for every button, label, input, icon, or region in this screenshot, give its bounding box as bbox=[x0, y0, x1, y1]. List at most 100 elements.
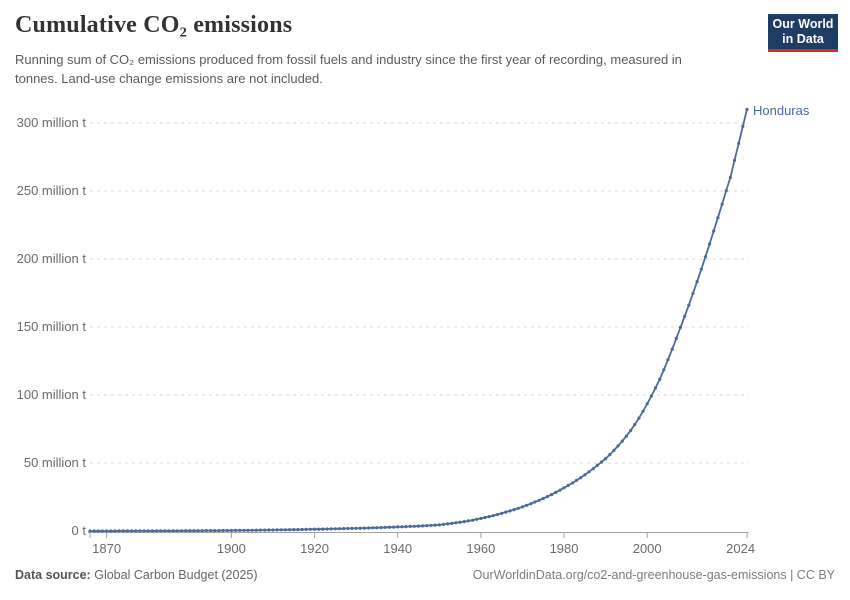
data-point[interactable] bbox=[254, 528, 258, 532]
data-point[interactable] bbox=[583, 473, 587, 477]
data-point[interactable] bbox=[154, 529, 159, 533]
data-point[interactable] bbox=[321, 527, 325, 531]
data-point[interactable] bbox=[196, 529, 200, 533]
data-point[interactable] bbox=[125, 529, 129, 533]
data-point[interactable] bbox=[545, 495, 550, 499]
data-point[interactable] bbox=[242, 528, 246, 532]
data-point[interactable] bbox=[716, 216, 720, 220]
data-point[interactable] bbox=[300, 527, 304, 532]
data-point[interactable] bbox=[105, 529, 109, 533]
data-point[interactable] bbox=[454, 521, 458, 525]
data-point[interactable] bbox=[246, 528, 250, 532]
data-point[interactable] bbox=[296, 528, 300, 532]
data-point[interactable] bbox=[691, 291, 695, 296]
data-point[interactable] bbox=[184, 529, 188, 533]
data-point[interactable] bbox=[134, 529, 138, 533]
data-point[interactable] bbox=[649, 394, 654, 398]
data-point[interactable] bbox=[699, 267, 703, 271]
data-point[interactable] bbox=[479, 516, 483, 521]
data-point[interactable] bbox=[325, 527, 329, 531]
data-point[interactable] bbox=[400, 525, 404, 529]
data-point[interactable] bbox=[533, 500, 537, 504]
data-point[interactable] bbox=[741, 124, 745, 128]
data-point[interactable] bbox=[599, 460, 604, 464]
data-point[interactable] bbox=[529, 502, 533, 506]
data-point[interactable] bbox=[495, 512, 500, 517]
data-point[interactable] bbox=[441, 522, 445, 527]
data-point[interactable] bbox=[658, 377, 662, 381]
data-point[interactable] bbox=[429, 523, 433, 528]
data-point[interactable] bbox=[629, 429, 633, 433]
data-point[interactable] bbox=[200, 529, 204, 533]
data-point[interactable] bbox=[229, 528, 233, 533]
data-point[interactable] bbox=[645, 402, 649, 406]
data-point[interactable] bbox=[570, 481, 575, 485]
data-point[interactable] bbox=[342, 527, 346, 531]
data-point[interactable] bbox=[167, 529, 171, 533]
data-point[interactable] bbox=[387, 525, 391, 529]
data-point[interactable] bbox=[171, 529, 175, 533]
data-point[interactable] bbox=[371, 526, 375, 530]
data-point[interactable] bbox=[508, 509, 512, 513]
data-point[interactable] bbox=[624, 434, 629, 438]
data-point[interactable] bbox=[446, 522, 450, 526]
data-point[interactable] bbox=[466, 519, 470, 523]
data-point[interactable] bbox=[209, 529, 213, 533]
data-point[interactable] bbox=[683, 314, 687, 318]
data-point[interactable] bbox=[728, 175, 733, 179]
data-point[interactable] bbox=[504, 510, 508, 514]
data-point[interactable] bbox=[163, 529, 167, 533]
data-point[interactable] bbox=[213, 529, 217, 533]
data-point[interactable] bbox=[142, 529, 146, 533]
data-point[interactable] bbox=[720, 202, 724, 206]
data-point[interactable] bbox=[475, 517, 479, 521]
data-point[interactable] bbox=[337, 527, 342, 531]
data-point[interactable] bbox=[179, 529, 184, 533]
series-line-honduras[interactable] bbox=[90, 109, 748, 532]
data-point[interactable] bbox=[687, 303, 691, 307]
data-point[interactable] bbox=[604, 457, 608, 461]
data-point[interactable] bbox=[350, 526, 354, 531]
data-point[interactable] bbox=[745, 107, 749, 111]
data-point[interactable] bbox=[333, 527, 337, 531]
data-point[interactable] bbox=[537, 498, 541, 502]
data-point[interactable] bbox=[109, 529, 113, 533]
data-point[interactable] bbox=[520, 505, 525, 509]
data-point[interactable] bbox=[616, 444, 620, 448]
data-point[interactable] bbox=[525, 503, 529, 507]
data-point[interactable] bbox=[204, 529, 208, 533]
data-point[interactable] bbox=[233, 528, 238, 533]
data-point[interactable] bbox=[541, 496, 545, 501]
data-point[interactable] bbox=[633, 423, 637, 427]
series-label-honduras[interactable]: Honduras bbox=[753, 103, 810, 118]
data-point[interactable] bbox=[674, 336, 678, 340]
data-point[interactable] bbox=[458, 520, 462, 524]
data-point[interactable] bbox=[175, 529, 179, 533]
data-point[interactable] bbox=[695, 280, 699, 284]
data-point[interactable] bbox=[312, 527, 317, 531]
data-point[interactable] bbox=[421, 524, 425, 528]
data-point[interactable] bbox=[579, 476, 583, 480]
data-point[interactable] bbox=[88, 529, 92, 533]
data-point[interactable] bbox=[678, 325, 683, 329]
data-point[interactable] bbox=[487, 515, 491, 519]
data-point[interactable] bbox=[550, 493, 554, 497]
data-point[interactable] bbox=[100, 529, 105, 533]
data-point[interactable] bbox=[258, 528, 263, 532]
data-point[interactable] bbox=[271, 528, 275, 532]
data-point[interactable] bbox=[558, 488, 562, 492]
data-point[interactable] bbox=[329, 527, 333, 531]
data-point[interactable] bbox=[117, 529, 121, 533]
data-point[interactable] bbox=[512, 508, 516, 512]
data-point[interactable] bbox=[412, 524, 416, 528]
data-point[interactable] bbox=[250, 528, 254, 532]
data-point[interactable] bbox=[450, 521, 454, 526]
data-point[interactable] bbox=[516, 506, 520, 510]
data-point[interactable] bbox=[308, 527, 312, 531]
data-point[interactable] bbox=[159, 529, 163, 533]
data-point[interactable] bbox=[703, 255, 708, 259]
data-point[interactable] bbox=[425, 524, 429, 528]
data-point[interactable] bbox=[217, 529, 221, 533]
data-point[interactable] bbox=[637, 416, 641, 420]
